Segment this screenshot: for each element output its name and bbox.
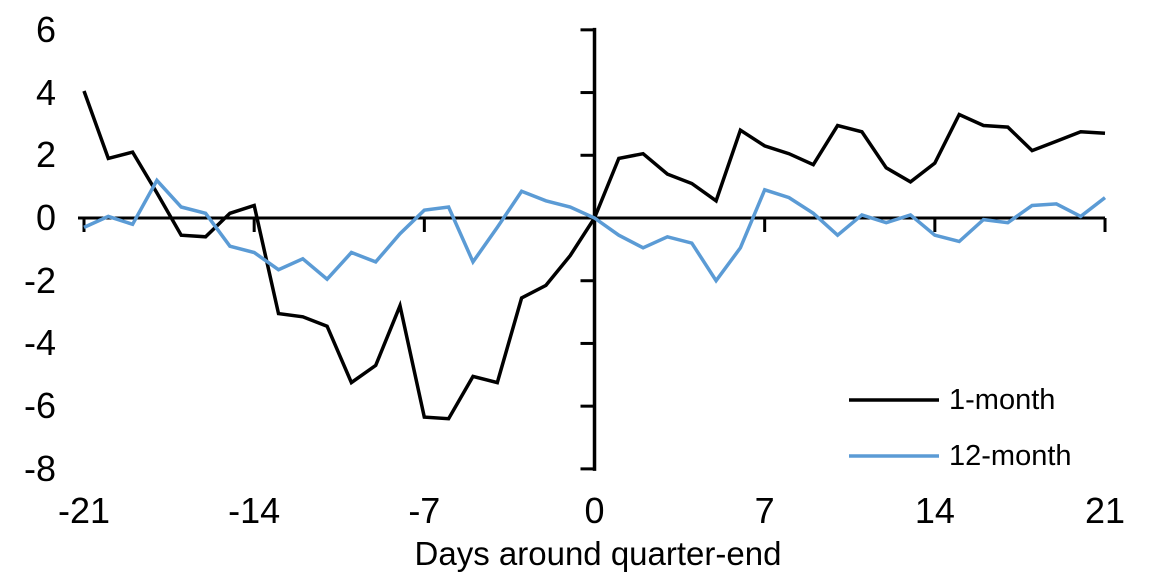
y-tick-label: -4 [23, 322, 56, 364]
x-tick-label: -7 [408, 490, 441, 531]
x-tick-label: 0 [584, 490, 605, 531]
legend-label-1-month: 1-month [949, 383, 1056, 416]
legend-line-swatch-12-month [849, 454, 939, 458]
y-tick-label: 6 [35, 8, 56, 50]
legend-line-swatch-1-month [849, 398, 939, 402]
legend-item-12-month: 12-month [848, 437, 1072, 475]
x-tick-label: -21 [57, 490, 111, 531]
x-tick-label: 7 [754, 490, 775, 531]
legend: 1-month 12-month [848, 381, 1072, 493]
y-tick-label: -2 [23, 259, 56, 301]
y-axis-labels: 6 4 2 0 -2 -4 -6 -8 [0, 0, 57, 584]
x-tick-label: 14 [914, 490, 955, 531]
x-tick-label: -14 [228, 490, 281, 531]
legend-label-12-month: 12-month [949, 439, 1072, 472]
x-tick-label: 21 [1084, 490, 1126, 531]
y-tick-label: 4 [35, 71, 56, 113]
y-tick-label: 2 [35, 134, 56, 176]
y-tick-label: -8 [23, 447, 56, 489]
x-axis-labels: -21 -14 -7 0 7 14 21 [0, 492, 1152, 532]
x-axis-title: Days around quarter-end [414, 535, 782, 572]
legend-item-1-month: 1-month [848, 381, 1072, 419]
series-line-12-month [83, 177, 1107, 284]
y-tick-label: -6 [23, 385, 56, 427]
y-tick-label: 0 [35, 197, 56, 238]
